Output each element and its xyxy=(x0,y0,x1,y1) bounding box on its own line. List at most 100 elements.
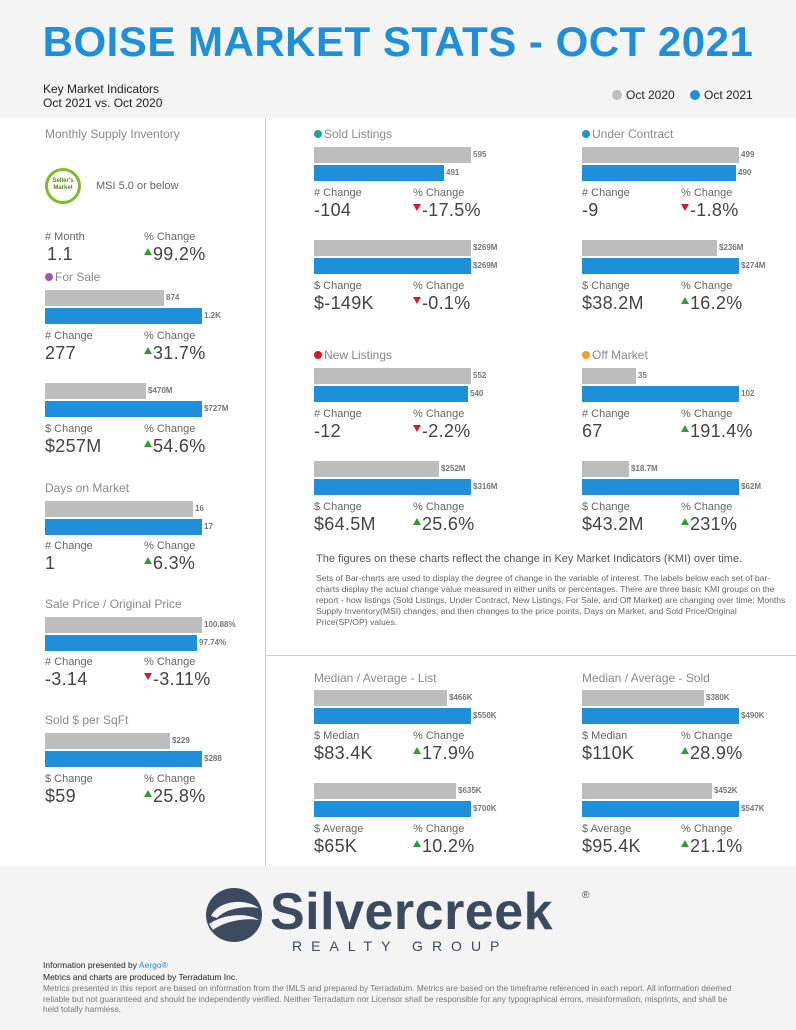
pct-change-label: % Change xyxy=(681,501,733,513)
pct-change-label: % Change xyxy=(144,773,196,785)
change-label: $ Change xyxy=(314,280,362,292)
bar-label-oct-2021: $700K xyxy=(473,804,497,813)
divider-vertical xyxy=(265,118,266,866)
pct-change-label: % Change xyxy=(413,280,465,292)
change-label: $ Change xyxy=(45,423,93,435)
msi-note: MSI 5.0 or below xyxy=(96,180,179,192)
bar-oct-2021 xyxy=(314,708,471,724)
bar-oct-2021 xyxy=(582,479,739,495)
bar-label-oct-2020: 35 xyxy=(638,371,647,380)
pct-change-value: 10.2% xyxy=(413,836,475,857)
change-label: # Change xyxy=(582,408,630,420)
pct-change-value: 31.7% xyxy=(144,343,206,364)
pct-change-text: -3.11% xyxy=(153,669,211,689)
pct-change-value: 54.6% xyxy=(144,436,206,457)
section-title-text: Sale Price / Original Price xyxy=(45,597,182,611)
pct-change-value: 28.9% xyxy=(681,743,743,764)
pct-change-text: -17.5% xyxy=(422,200,481,220)
pct-change-text: 191.4% xyxy=(690,421,753,441)
pct-change-label: % Change xyxy=(413,823,465,835)
bar-oct-2021 xyxy=(45,635,197,651)
footer-disclaimer: Metrics presented in this report are bas… xyxy=(43,983,732,1014)
bar-label-oct-2021: $490K xyxy=(741,711,765,720)
bar-oct-2021 xyxy=(45,751,202,767)
bar-label-oct-2021: 540 xyxy=(470,389,484,398)
up-arrow-icon xyxy=(681,425,689,432)
pct-change-label: % Change xyxy=(144,330,196,342)
bar-label-oct-2020: 499 xyxy=(741,150,755,159)
change-value: 67 xyxy=(582,421,603,441)
bar-label-oct-2020: $18.7M xyxy=(631,464,658,473)
change-value: 277 xyxy=(45,343,76,363)
up-arrow-icon xyxy=(681,840,689,847)
bar-oct-2021 xyxy=(314,479,471,495)
pct-change-value: 25.8% xyxy=(144,786,206,807)
status-dot-icon xyxy=(45,273,53,281)
change-value: $43.2M xyxy=(582,514,644,534)
pct-change-text: 17.9% xyxy=(422,743,475,763)
change-label: $ Change xyxy=(582,280,630,292)
section-title-text: Off Market xyxy=(592,348,648,362)
bar-oct-2020 xyxy=(45,733,170,749)
legend-swatch-icon xyxy=(612,90,622,100)
bar-oct-2021 xyxy=(582,708,739,724)
pct-change-text: -1.8% xyxy=(690,200,739,220)
legend-item-oct-2020: Oct 2020 xyxy=(612,88,675,102)
bar-oct-2020 xyxy=(314,783,456,799)
pct-change-text: 28.9% xyxy=(690,743,743,763)
change-value: -104 xyxy=(314,200,352,220)
bar-oct-2021 xyxy=(582,258,739,274)
up-arrow-icon xyxy=(413,518,421,525)
change-value: $-149K xyxy=(314,293,374,313)
pct-change-value: -3.11% xyxy=(144,669,211,690)
logo-wordmark: Silvercreek xyxy=(270,883,554,941)
change-value: $95.4K xyxy=(582,836,641,856)
pct-change-label: % Change xyxy=(144,540,196,552)
bar-oct-2021 xyxy=(45,308,202,324)
bar-label-oct-2021: $62M xyxy=(741,482,762,491)
status-dot-icon xyxy=(314,130,322,138)
pct-change-value: 231% xyxy=(681,514,737,535)
change-label: $ Average xyxy=(314,823,364,835)
aergo-link[interactable]: Aergo® xyxy=(138,960,168,970)
msi-label-change: % Change xyxy=(144,231,196,243)
bar-label-oct-2020: $236M xyxy=(719,243,744,252)
bar-label-oct-2020: $635K xyxy=(458,786,482,795)
pct-change-text: 54.6% xyxy=(153,436,206,456)
legend-item-oct-2021: Oct 2021 xyxy=(690,88,753,102)
pct-change-value: -17.5% xyxy=(413,200,481,221)
down-arrow-icon xyxy=(413,297,421,304)
pct-change-value: -2.2% xyxy=(413,421,471,442)
bar-label-oct-2021: $274M xyxy=(741,261,766,270)
down-arrow-icon xyxy=(681,204,689,211)
bar-oct-2021 xyxy=(582,386,739,402)
pct-change-text: 31.7% xyxy=(153,343,206,363)
down-arrow-icon xyxy=(413,204,421,211)
down-arrow-icon xyxy=(144,673,152,680)
legend-label: Oct 2021 xyxy=(704,88,753,102)
up-arrow-icon xyxy=(144,440,152,447)
under-contract-title: Under Contract xyxy=(582,127,673,141)
sold-title: Sold Listings xyxy=(314,127,392,141)
footer-presented-prefix: Information presented by xyxy=(43,960,139,970)
change-label: # Change xyxy=(582,187,630,199)
bar-label-oct-2021: $316M xyxy=(473,482,498,491)
bar-oct-2021 xyxy=(582,801,739,817)
pct-change-value: 191.4% xyxy=(681,421,753,442)
bar-label-oct-2021: 17 xyxy=(204,522,213,531)
bar-oct-2020 xyxy=(582,368,636,384)
sellers-market-badge-text: Seller's Market xyxy=(45,178,81,192)
pct-change-text: -2.2% xyxy=(422,421,471,441)
bar-oct-2020 xyxy=(45,383,146,399)
bar-oct-2020 xyxy=(314,368,471,384)
page-title: BOISE MARKET STATS - OCT 2021 xyxy=(42,18,754,65)
bar-oct-2020 xyxy=(582,461,629,477)
up-arrow-icon xyxy=(413,747,421,754)
bar-label-oct-2020: $452K xyxy=(714,786,738,795)
change-value: -3.14 xyxy=(45,669,88,689)
badge-line2: Market xyxy=(53,185,73,191)
logo-subtitle: REALTY GROUP xyxy=(292,938,509,954)
change-label: $ Median xyxy=(314,730,360,742)
bar-oct-2020 xyxy=(314,690,447,706)
notes-heading: The figures on these charts reflect the … xyxy=(316,553,743,565)
